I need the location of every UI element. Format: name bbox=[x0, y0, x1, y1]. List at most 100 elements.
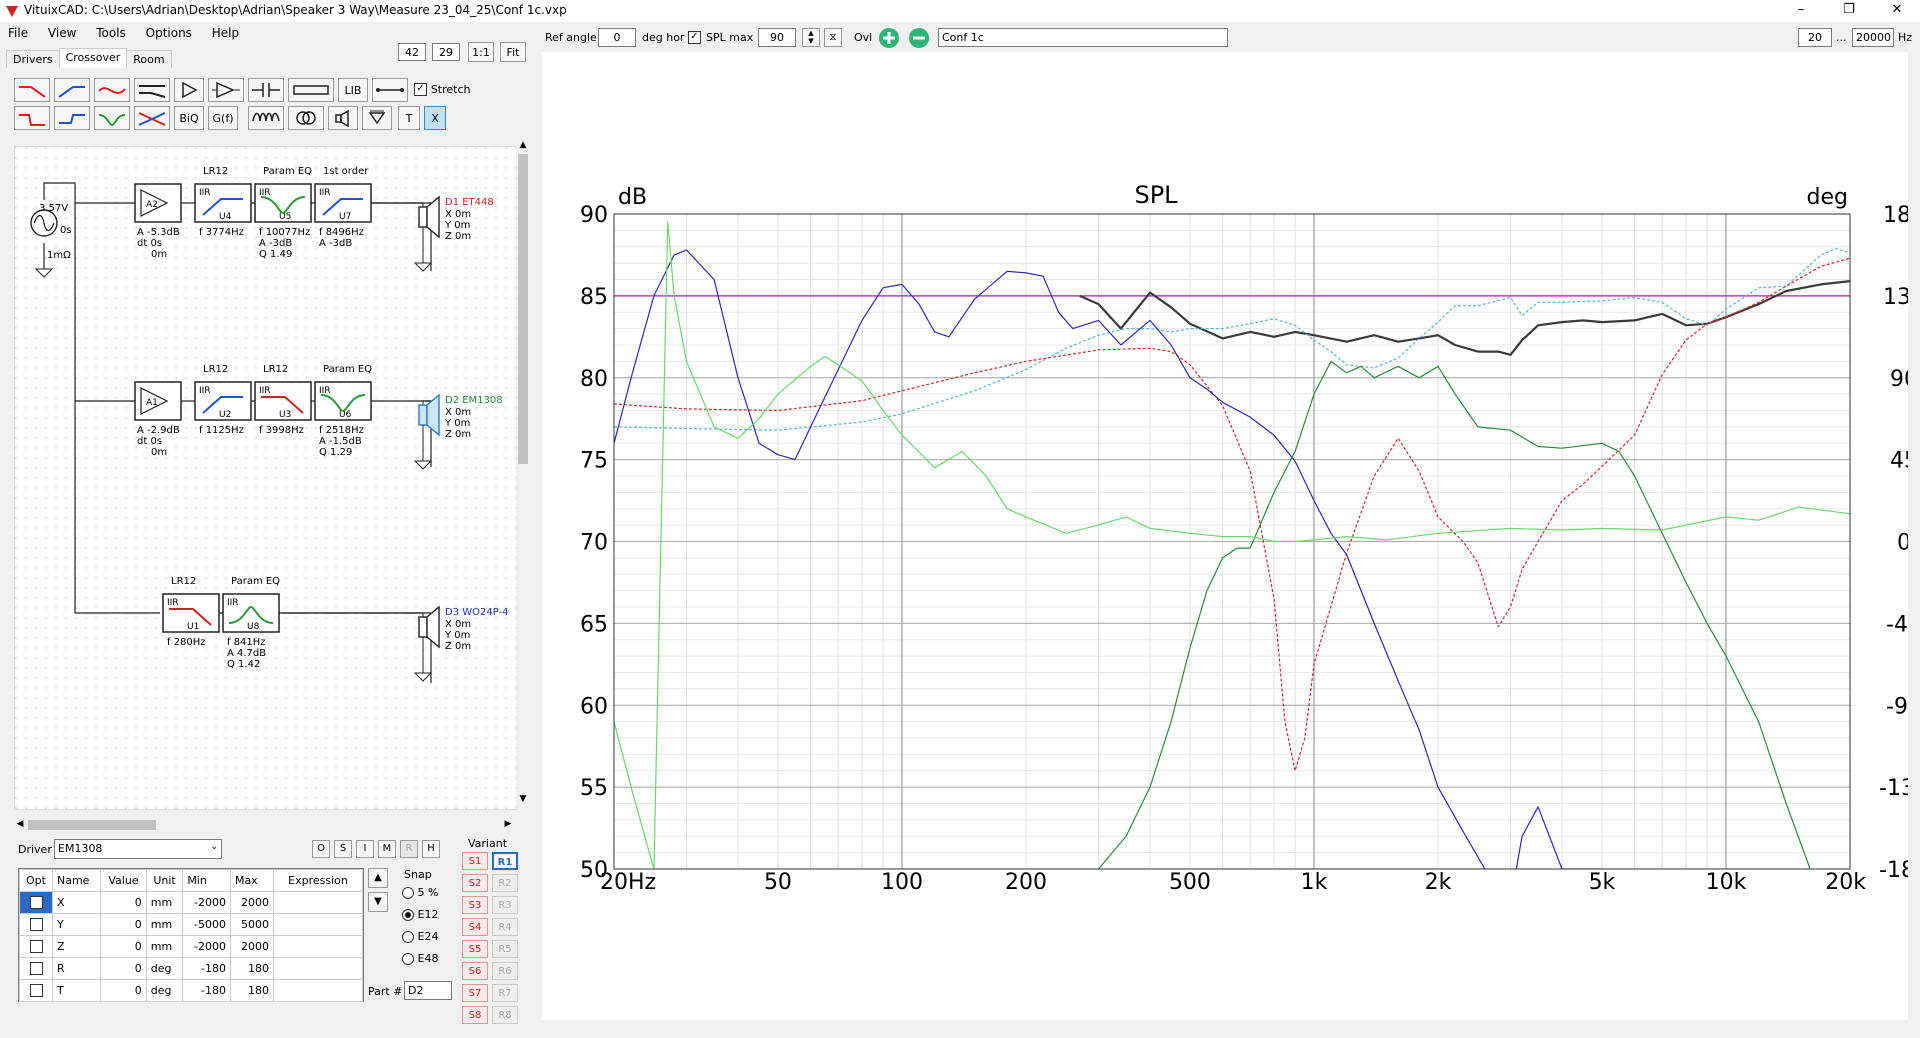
variant-r2[interactable]: R2 bbox=[492, 874, 518, 892]
driver-select[interactable]: EM1308 ⌄ bbox=[54, 839, 222, 859]
zoom-1to1-button[interactable]: 1:1 bbox=[468, 42, 494, 62]
zoom-y-field[interactable]: 29 bbox=[432, 43, 460, 61]
signal-source[interactable] bbox=[30, 209, 58, 237]
maximize-button[interactable]: ❐ bbox=[1843, 2, 1855, 17]
scroll-down-icon[interactable]: ▼ bbox=[519, 794, 527, 804]
row-min[interactable]: -180 bbox=[182, 957, 231, 980]
spl-max-field[interactable]: 90 bbox=[758, 28, 796, 47]
allpass-filter-button[interactable] bbox=[94, 78, 130, 102]
button-r[interactable]: R bbox=[400, 840, 418, 858]
variant-s4[interactable]: S4 bbox=[462, 918, 488, 936]
variant-r6[interactable]: R6 bbox=[492, 962, 518, 980]
row-expression[interactable] bbox=[273, 935, 363, 958]
schematic-vertical-scrollbar[interactable]: ▲ ▼ bbox=[516, 138, 530, 810]
buffer-button[interactable] bbox=[174, 78, 204, 102]
scroll-right-icon[interactable]: ▶ bbox=[504, 819, 512, 829]
transformer-button[interactable] bbox=[288, 106, 324, 130]
stretch-checkbox[interactable]: ✓ Stretch bbox=[414, 82, 471, 96]
remove-overlay-button[interactable] bbox=[908, 27, 930, 49]
minimize-button[interactable]: – bbox=[1797, 2, 1805, 17]
row-max[interactable]: 2000 bbox=[229, 935, 275, 958]
menu-file[interactable]: File bbox=[8, 26, 29, 40]
tab-crossover[interactable]: Crossover bbox=[58, 48, 128, 68]
opt-checkbox[interactable] bbox=[29, 896, 43, 910]
shelf-filter-button[interactable] bbox=[134, 78, 170, 102]
row-expression[interactable] bbox=[273, 957, 363, 980]
highpass-2-button[interactable] bbox=[54, 106, 90, 130]
schematic-horizontal-scrollbar[interactable]: ◀ ▶ bbox=[14, 818, 516, 832]
row-value[interactable]: 0 bbox=[100, 935, 147, 958]
snap-option-e12[interactable]: E12 bbox=[402, 908, 438, 921]
lowpass-filter-button[interactable] bbox=[14, 78, 50, 102]
highpass-filter-button[interactable] bbox=[54, 78, 90, 102]
resistor-button[interactable] bbox=[288, 78, 334, 102]
delete-mode-button[interactable]: X bbox=[424, 106, 446, 130]
freq-min-field[interactable]: 20 bbox=[1798, 28, 1832, 47]
button-s[interactable]: S bbox=[334, 840, 352, 858]
spl-max-checkbox[interactable]: ✓ bbox=[688, 30, 701, 44]
row-expression[interactable] bbox=[273, 891, 363, 914]
zoom-fit-button[interactable]: Fit bbox=[500, 42, 526, 62]
variant-s3[interactable]: S3 bbox=[462, 896, 488, 914]
button-m[interactable]: M bbox=[378, 840, 396, 858]
snap-option-5pct[interactable]: 5 % bbox=[402, 886, 438, 899]
button-i[interactable]: I bbox=[356, 840, 374, 858]
scroll-up-icon[interactable]: ▲ bbox=[519, 140, 527, 150]
tab-room[interactable]: Room bbox=[126, 50, 172, 68]
gf-button[interactable]: G(f) bbox=[208, 106, 238, 130]
snap-option-e48[interactable]: E48 bbox=[402, 952, 438, 965]
capacitor-button[interactable] bbox=[248, 78, 284, 102]
row-value[interactable]: 0 bbox=[100, 979, 147, 1002]
vertical-scroll-thumb[interactable] bbox=[518, 154, 528, 464]
move-up-button[interactable]: ▲ bbox=[368, 868, 388, 888]
snap-option-e24[interactable]: E24 bbox=[402, 930, 438, 943]
menu-tools[interactable]: Tools bbox=[96, 26, 126, 40]
variant-r4[interactable]: R4 bbox=[492, 918, 518, 936]
spl-chart-panel[interactable]: 20Hz 50 100 200 500 1k 2k 5k 10k 20k 90 85 80 75 70 65 6… bbox=[542, 52, 1920, 1020]
table-row[interactable]: T 0 deg -180 180 bbox=[19, 979, 363, 1002]
table-row[interactable]: Y 0 mm -5000 5000 bbox=[19, 913, 363, 936]
overlay-name-field[interactable]: Conf 1c bbox=[938, 28, 1228, 47]
row-max[interactable]: 180 bbox=[229, 957, 275, 980]
row-expression[interactable] bbox=[273, 979, 363, 1002]
variant-r8[interactable]: R8 bbox=[492, 1006, 518, 1024]
inductor-button[interactable] bbox=[248, 106, 284, 130]
row-value[interactable]: 0 bbox=[100, 957, 147, 980]
driver-parameter-table[interactable]: Opt Name Value Unit Min Max Expression X… bbox=[18, 868, 364, 1002]
menu-help[interactable]: Help bbox=[211, 26, 240, 40]
variant-s6[interactable]: S6 bbox=[462, 962, 488, 980]
horizontal-scroll-thumb[interactable] bbox=[28, 820, 156, 830]
row-max[interactable]: 2000 bbox=[229, 891, 275, 914]
row-min[interactable]: -5000 bbox=[182, 913, 231, 936]
opt-checkbox[interactable] bbox=[29, 940, 43, 954]
row-value[interactable]: 0 bbox=[100, 913, 147, 936]
close-button[interactable]: ✕ bbox=[1891, 2, 1903, 17]
zoom-x-field[interactable]: 42 bbox=[398, 43, 426, 61]
filter-block[interactable]: LR12 IIR U3 f 3998Hz bbox=[251, 364, 312, 436]
add-overlay-button[interactable] bbox=[878, 27, 900, 49]
table-row[interactable]: Z 0 mm -2000 2000 bbox=[19, 935, 363, 958]
crossover-pair-button[interactable] bbox=[134, 106, 170, 130]
move-down-button[interactable]: ▼ bbox=[368, 892, 388, 912]
table-row[interactable]: X 0 mm -2000 2000 bbox=[19, 891, 363, 914]
variant-s2[interactable]: S2 bbox=[462, 874, 488, 892]
row-min[interactable]: -2000 bbox=[182, 891, 231, 914]
variant-r5[interactable]: R5 bbox=[492, 940, 518, 958]
row-min[interactable]: -180 bbox=[182, 979, 231, 1002]
button-h[interactable]: H bbox=[422, 840, 440, 858]
menu-options[interactable]: Options bbox=[145, 26, 192, 40]
scroll-left-icon[interactable]: ◀ bbox=[16, 819, 24, 829]
driver-symbol[interactable]: D3 WO24P-4X 0mY 0mZ 0m bbox=[413, 605, 509, 682]
opt-checkbox[interactable] bbox=[29, 984, 43, 998]
menu-view[interactable]: View bbox=[47, 26, 77, 40]
biquad-button[interactable]: BiQ bbox=[174, 106, 204, 130]
variant-r3[interactable]: R3 bbox=[492, 896, 518, 914]
wire-button[interactable] bbox=[372, 78, 408, 102]
